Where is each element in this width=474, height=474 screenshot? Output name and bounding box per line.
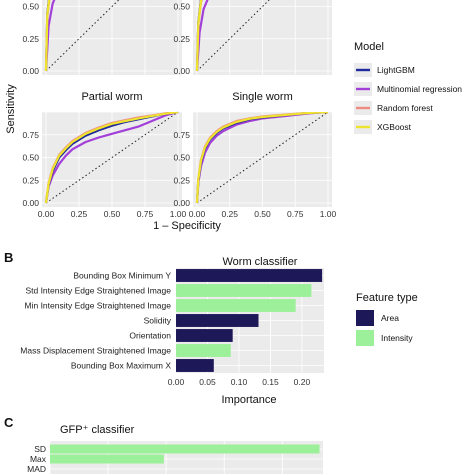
roc-panel-3: 0.00 0.25 0.50 0.75 0.00 0.25 0.50 0.75 1.00 Part…: [22, 91, 186, 219]
legend-label-lightgbm: LightGBM: [377, 65, 415, 75]
feature-legend-label-intensity: Intensity: [381, 333, 413, 343]
worm-bar-min-intensity-edge-straightened-image: [176, 299, 296, 312]
legend-label-xgboost: XGBoost: [377, 122, 412, 132]
roc-x-tick-label: 0.25: [221, 209, 238, 219]
worm-bar-orientation: [176, 329, 233, 342]
roc-panel-1: 0.00 0.25 0.50: [22, 0, 182, 76]
roc-line-xgboost: [195, 0, 203, 72]
feature-legend-swatch-area: [356, 310, 374, 326]
model-legend-title: Model: [354, 41, 384, 53]
gfp-category-label: SD: [34, 444, 46, 454]
roc-panels: 0.00 0.25 0.50 0.00 0.25 0.50 0.00 0.25 0.50 0.75…: [22, 0, 337, 219]
worm-category-label: Bounding Box Maximum X: [71, 361, 171, 371]
roc-y-tick-label: 0.00: [22, 66, 39, 76]
legend-label-random-forest: Random forest: [377, 103, 433, 113]
worm-bar-bounding-box-minimum-y: [176, 269, 323, 282]
roc-x-tick-label: 0.50: [254, 209, 271, 219]
worm-category-label: Mass Displacement Straightened Image: [20, 346, 171, 356]
roc-reference-diagonal: [196, 111, 329, 204]
roc-x-tick-label: 0.75: [137, 209, 154, 219]
sensitivity-axis-title: Sensitivity: [5, 84, 17, 134]
worm-category-label: Std Intensity Edge Straightened Image: [25, 286, 171, 296]
roc-line-xgboost: [44, 0, 51, 72]
gfp-category-label: MAD: [27, 464, 46, 474]
feature-legend-swatch-intensity: [356, 330, 374, 346]
roc-line-xgboost: [44, 112, 179, 204]
roc-panel-title: Single worm: [232, 91, 293, 103]
roc-y-tick-label: 0.50: [22, 153, 39, 163]
roc-panel-4: 0.00 0.25 0.50 0.75 0.00 0.25 0.50 0.75 1.00 Sing…: [173, 91, 336, 219]
roc-y-tick-label: 0.25: [173, 34, 190, 44]
roc-y-tick-label: 0.75: [22, 130, 39, 140]
roc-y-tick-label: 0.75: [173, 130, 190, 140]
worm-category-label: Bounding Box Minimum Y: [73, 271, 171, 281]
worm-category-label: Min Intensity Edge Straightened Image: [25, 301, 172, 311]
worm-category-label: Solidity: [144, 316, 172, 326]
section-b-label: B: [4, 250, 13, 265]
roc-reference-diagonal: [45, 0, 120, 72]
worm-classifier-bars: Bounding Box Minimum Y Std Intensity Edge…: [20, 268, 324, 387]
gfp-bar-sd: [50, 444, 320, 454]
roc-x-tick-label: 0.75: [287, 209, 304, 219]
roc-y-tick-label: 0.25: [22, 175, 39, 185]
worm-x-tick-label: 0.05: [199, 377, 216, 387]
roc-reference-diagonal: [196, 0, 270, 72]
roc-panel-2: 0.00 0.25 0.50: [173, 0, 332, 76]
importance-axis-title: Importance: [221, 394, 276, 406]
worm-x-tick-label: 0.00: [168, 377, 185, 387]
roc-y-tick-label: 0.00: [173, 198, 190, 208]
gfp-category-label: Max: [30, 454, 47, 464]
roc-line-multinomial-regression: [44, 0, 56, 72]
worm-bar-mass-displacement-straightened-image: [176, 344, 231, 357]
worm-classifier-title: Worm classifier: [223, 256, 298, 268]
roc-y-tick-label: 0.50: [22, 2, 39, 12]
gfp-classifier-title: GFP⁺ classifier: [60, 424, 135, 436]
roc-y-tick-label: 0.25: [22, 34, 39, 44]
roc-line-xgboost: [195, 112, 329, 204]
worm-bar-bounding-box-maximum-x: [176, 359, 214, 372]
roc-x-tick-label: 0.50: [104, 209, 121, 219]
legend-label-multinomial-regression: Multinomial regression: [377, 84, 462, 94]
roc-x-tick-label: 0.00: [189, 209, 206, 219]
roc-x-tick-label: 0.25: [71, 209, 88, 219]
roc-reference-diagonal: [45, 111, 179, 204]
worm-bar-std-intensity-edge-straightened-image: [176, 284, 312, 297]
worm-x-tick-label: 0.15: [262, 377, 279, 387]
roc-y-tick-label: 0.25: [173, 175, 190, 185]
worm-x-tick-label: 0.10: [231, 377, 248, 387]
roc-x-tick-label: 1.00: [170, 209, 187, 219]
feature-legend-label-area: Area: [381, 313, 399, 323]
roc-y-tick-label: 0.50: [173, 2, 190, 12]
roc-x-tick-label: 1.00: [320, 209, 337, 219]
worm-x-tick-label: 0.20: [294, 377, 311, 387]
roc-line-multinomial-regression: [44, 112, 179, 204]
worm-bar-solidity: [176, 314, 259, 327]
worm-category-label: Orientation: [129, 331, 171, 341]
feature-type-legend: Feature type Area Intensity: [356, 292, 418, 346]
roc-y-tick-label: 0.00: [173, 66, 190, 76]
roc-y-tick-label: 0.00: [22, 198, 39, 208]
roc-line-multinomial-regression: [195, 0, 209, 72]
feature-type-legend-title: Feature type: [356, 292, 418, 304]
gfp-bar-max: [50, 454, 164, 464]
roc-y-tick-label: 0.50: [173, 153, 190, 163]
roc-panel-title: Partial worm: [81, 91, 142, 103]
roc-x-tick-label: 0.00: [38, 209, 55, 219]
specificity-axis-title: 1 – Specificity: [153, 220, 221, 232]
section-c-label: C: [4, 415, 14, 430]
model-legend: Model LightGBM Multinomial regression Rando…: [354, 41, 462, 134]
